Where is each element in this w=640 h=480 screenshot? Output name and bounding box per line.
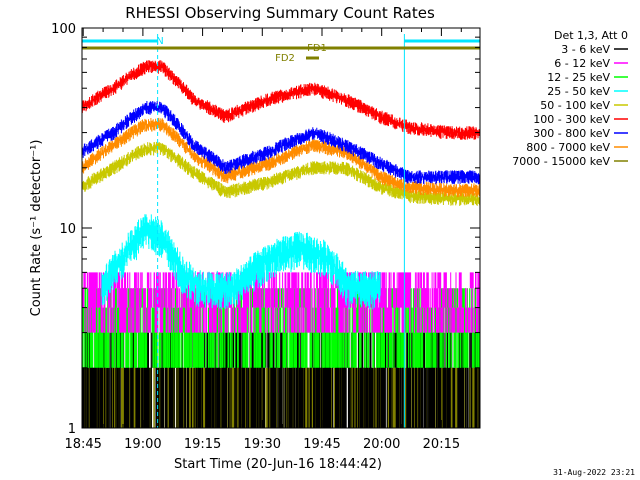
x-tick-label: 20:00 (363, 437, 400, 452)
series-50-100-kev (82, 141, 480, 206)
legend-entry-label: 25 - 50 keV (547, 85, 610, 98)
series-100-300-kev (82, 60, 480, 140)
legend-title: Det 1,3, Att 0 (554, 29, 628, 42)
y-axis-label: Count Rate (s⁻¹ detector⁻¹) (29, 140, 44, 317)
legend-entry-label: 800 - 7000 keV (526, 141, 610, 154)
legend-entry-label: 7000 - 15000 keV (512, 155, 610, 168)
legend-entry-label: 12 - 25 keV (547, 71, 610, 84)
x-tick-label: 19:00 (124, 437, 161, 452)
series-layer (82, 60, 480, 428)
legend-entry-label: 6 - 12 keV (554, 57, 610, 70)
legend-entry-label: 3 - 6 keV (561, 43, 610, 56)
series-6-12-kev (82, 272, 480, 333)
axis-layer: 18:45 19:00 19:15 19:30 19:45 20:00 20:15 1 10 10… (51, 22, 480, 452)
x-tick-label: 20:15 (423, 437, 460, 452)
series-800-7000-kev (82, 117, 480, 198)
y-tick-label: 1 (68, 422, 76, 437)
legend-entry-label: 100 - 300 keV (533, 113, 610, 126)
x-axis-label: Start Time (20-Jun-16 18:44:42) (174, 457, 382, 472)
x-tick-label: 18:45 (64, 437, 101, 452)
x-tick-label: 19:30 (244, 437, 281, 452)
annotation-fd2: FD2 (275, 53, 295, 64)
timestamp: 31-Aug-2022 23:21 (553, 468, 635, 477)
annotation-fd1: FD1 (307, 43, 327, 54)
annotation-n: N (156, 36, 163, 47)
x-tick-label: 19:15 (184, 437, 221, 452)
y-tick-label: 10 (59, 222, 76, 237)
series-300-800-kev (82, 101, 480, 185)
y-tick-label: 100 (51, 22, 76, 37)
legend-entry-label: 300 - 800 keV (533, 127, 610, 140)
series-25-50-kev (101, 214, 381, 310)
chart-title: RHESSI Observing Summary Count Rates (125, 4, 435, 22)
x-tick-label: 19:45 (303, 437, 340, 452)
legend-entry-label: 50 - 100 keV (540, 99, 610, 112)
